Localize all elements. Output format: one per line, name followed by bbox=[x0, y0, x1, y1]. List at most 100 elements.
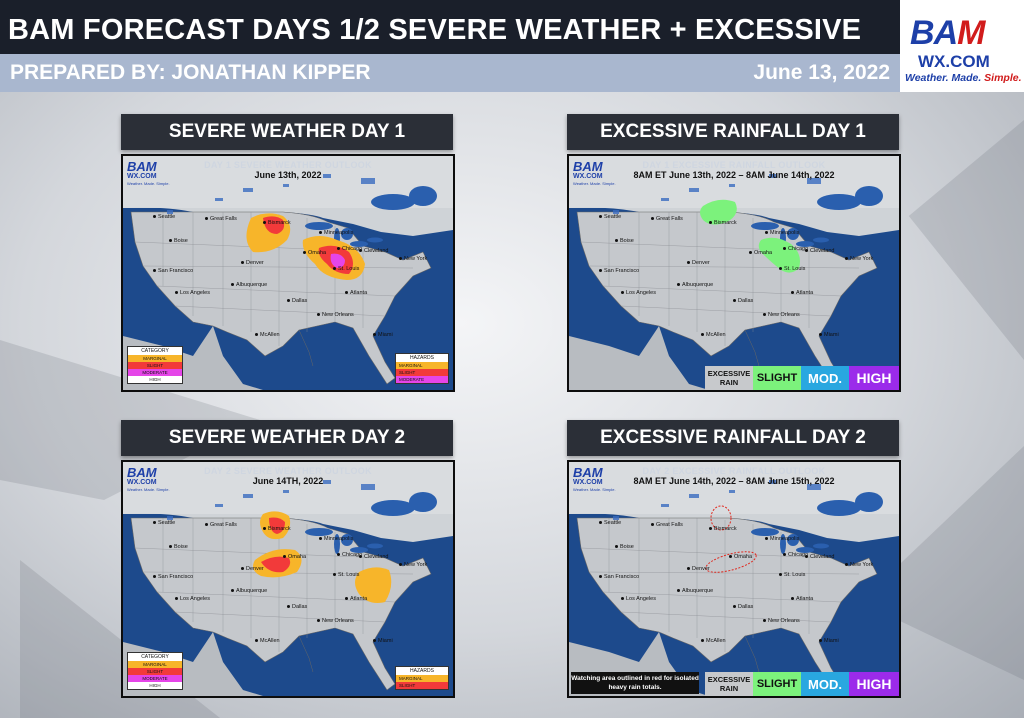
city-label: Cleveland bbox=[805, 554, 834, 560]
city-label: Chicago bbox=[337, 552, 362, 558]
legend-moderate: MOD. bbox=[801, 672, 849, 696]
city-label: Cleveland bbox=[359, 248, 388, 254]
header-subband bbox=[0, 54, 900, 92]
city-label: Chicago bbox=[783, 552, 808, 558]
city-label: Bismarck bbox=[263, 220, 291, 226]
city-label: Denver bbox=[687, 260, 710, 266]
city-label: Miami bbox=[819, 332, 839, 338]
city-label: Great Falls bbox=[651, 216, 683, 222]
section-title-severe-day2: SEVERE WEATHER DAY 2 bbox=[121, 420, 453, 456]
outlook-moderate-area bbox=[330, 253, 345, 268]
city-label: San Francisco bbox=[153, 574, 193, 580]
city-label: Minneapolis bbox=[319, 230, 353, 236]
hazard-slight: SLIGHT bbox=[396, 369, 448, 376]
city-label: Boise bbox=[169, 238, 188, 244]
city-label: Boise bbox=[169, 544, 188, 550]
city-label: McAllen bbox=[701, 332, 726, 338]
map-severe-day2: BAM WX.COM Weather. Made. Simple. DAY 2 … bbox=[121, 460, 455, 698]
city-label: New Orleans bbox=[763, 618, 800, 624]
city-label: Bismarck bbox=[263, 526, 291, 532]
city-label: Los Angeles bbox=[621, 596, 656, 602]
city-label: St. Louis bbox=[779, 266, 805, 272]
map-title: DAY 1 SEVERE WEATHER OUTLOOK bbox=[204, 160, 372, 170]
bam-logo-tagline: Weather. Made. Simple. bbox=[905, 72, 1022, 84]
city-label: Boise bbox=[615, 238, 634, 244]
city-label: Omaha bbox=[749, 250, 772, 256]
map-subtitle: June 14TH, 2022 bbox=[252, 476, 324, 486]
page-title: BAM FORECAST DAYS 1/2 SEVERE WEATHER + E… bbox=[8, 14, 862, 94]
city-label: Omaha bbox=[303, 250, 326, 256]
legend-slight: SLIGHT bbox=[753, 366, 801, 390]
city-label: San Francisco bbox=[599, 268, 639, 274]
section-title-rainfall-day2: EXCESSIVE RAINFALL DAY 2 bbox=[567, 420, 899, 456]
bam-logo-mark: BAM bbox=[910, 14, 985, 52]
city-label: Cleveland bbox=[805, 248, 834, 254]
map-header: DAY 2 SEVERE WEATHER OUTLOOK June 14TH, … bbox=[123, 466, 453, 486]
city-label: Bismarck bbox=[709, 220, 737, 226]
map-header: DAY 1 EXCESSIVE RAINFALL OUTLOOK 8AM ET … bbox=[569, 160, 899, 180]
city-label: Los Angeles bbox=[621, 290, 656, 296]
city-label: Chicago bbox=[337, 246, 362, 252]
outlook-slight-area bbox=[261, 556, 291, 573]
city-label: Boise bbox=[615, 544, 634, 550]
city-label: Great Falls bbox=[205, 216, 237, 222]
city-label: St. Louis bbox=[779, 572, 805, 578]
map-title: DAY 2 SEVERE WEATHER OUTLOOK bbox=[204, 466, 372, 476]
map-title: DAY 1 EXCESSIVE RAINFALL OUTLOOK bbox=[642, 160, 826, 170]
map-rainfall-day1: BAM WX.COM Weather. Made. Simple. DAY 1 … bbox=[567, 154, 901, 392]
legend-moderate: MOD. bbox=[801, 366, 849, 390]
map-header: DAY 1 SEVERE WEATHER OUTLOOK June 13th, … bbox=[123, 160, 453, 180]
city-label: New York bbox=[845, 256, 873, 262]
city-label: New York bbox=[399, 256, 427, 262]
legend-moderate: MODERATE bbox=[128, 675, 182, 682]
city-label: Bismarck bbox=[709, 526, 737, 532]
map-rainfall-day2: BAM WX.COM Weather. Made. Simple. DAY 2 … bbox=[567, 460, 901, 698]
city-label: Chicago bbox=[783, 246, 808, 252]
city-label: Albuquerque bbox=[677, 588, 713, 594]
legend-high: HIGH bbox=[849, 672, 899, 696]
city-label: Dallas bbox=[287, 298, 307, 304]
city-label: Dallas bbox=[733, 298, 753, 304]
bam-logo: BAM WX.COM Weather. Made. Simple. bbox=[900, 0, 1024, 92]
city-label: Los Angeles bbox=[175, 596, 210, 602]
city-label: McAllen bbox=[701, 638, 726, 644]
city-label: San Francisco bbox=[599, 574, 639, 580]
city-label: Atlanta bbox=[345, 596, 367, 602]
rainfall-legend: EXCESSIVE RAIN SLIGHT MOD. HIGH bbox=[705, 366, 899, 390]
watch-area-note: Watching area outlined in red for isolat… bbox=[571, 672, 699, 694]
hazards-legend: HAZARDS MARGINAL SLIGHT MODERATE bbox=[395, 353, 449, 384]
map-subtitle: 8AM ET June 13th, 2022 – 8AM June 14th, … bbox=[633, 170, 835, 180]
background-shard bbox=[908, 120, 1024, 360]
city-label: Atlanta bbox=[791, 290, 813, 296]
hazard-marginal: MARGINAL bbox=[396, 362, 448, 369]
city-label: Miami bbox=[819, 638, 839, 644]
hazard-moderate: MODERATE bbox=[396, 376, 448, 383]
city-label: New York bbox=[399, 562, 427, 568]
map-logo: BAM WX.COM Weather. Made. Simple. bbox=[573, 465, 616, 492]
city-label: Atlanta bbox=[345, 290, 367, 296]
map-subtitle: 8AM ET June 14th, 2022 – 8AM June 15th, … bbox=[633, 476, 835, 486]
city-label: Minneapolis bbox=[765, 230, 799, 236]
legend-high: HIGH bbox=[849, 366, 899, 390]
city-label: Miami bbox=[373, 638, 393, 644]
city-label: Minneapolis bbox=[319, 536, 353, 542]
city-label: McAllen bbox=[255, 638, 280, 644]
map-severe-day1: BAM WX.COM Weather. Made. Simple. DAY 1 … bbox=[121, 154, 455, 392]
legend-marginal: MARGINAL bbox=[128, 661, 182, 668]
city-label: Miami bbox=[373, 332, 393, 338]
city-label: Denver bbox=[241, 260, 264, 266]
city-label: Dallas bbox=[287, 604, 307, 610]
city-label: San Francisco bbox=[153, 268, 193, 274]
city-label: McAllen bbox=[255, 332, 280, 338]
city-label: Great Falls bbox=[205, 522, 237, 528]
prepared-by: PREPARED BY: JONATHAN KIPPER bbox=[10, 61, 371, 84]
city-label: St. Louis bbox=[333, 266, 359, 272]
category-legend: CATEGORY MARGINAL SLIGHT MODERATE HIGH bbox=[127, 346, 183, 384]
city-label: Denver bbox=[241, 566, 264, 572]
city-label: Omaha bbox=[283, 554, 306, 560]
city-label: Seattle bbox=[599, 520, 621, 526]
legend-marginal: MARGINAL bbox=[128, 355, 182, 362]
city-label: Omaha bbox=[729, 554, 752, 560]
rain-slight-area bbox=[700, 199, 737, 225]
hazard-marginal: MARGINAL bbox=[396, 675, 448, 682]
